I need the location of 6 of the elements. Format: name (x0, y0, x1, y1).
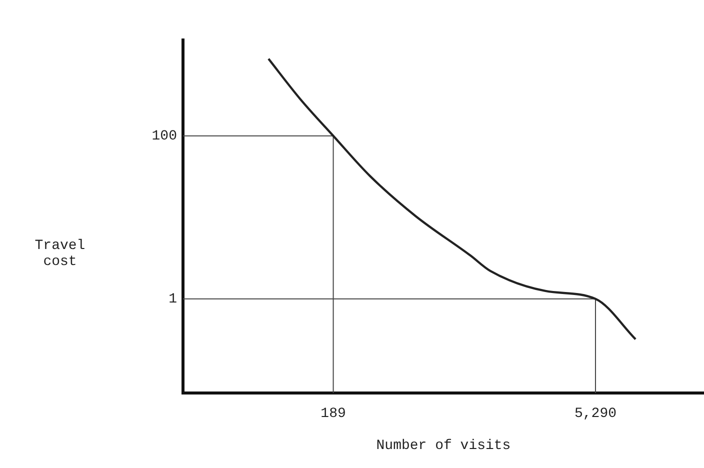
x-tick-label: 5,290 (574, 406, 617, 422)
x-tick-label: 189 (320, 406, 346, 422)
x-axis-title: Number of visits (375, 438, 512, 454)
y-tick-label: 1 (168, 292, 177, 308)
y-tick-label: 100 (152, 128, 177, 145)
y-axis-title: Travel cost (34, 238, 86, 270)
